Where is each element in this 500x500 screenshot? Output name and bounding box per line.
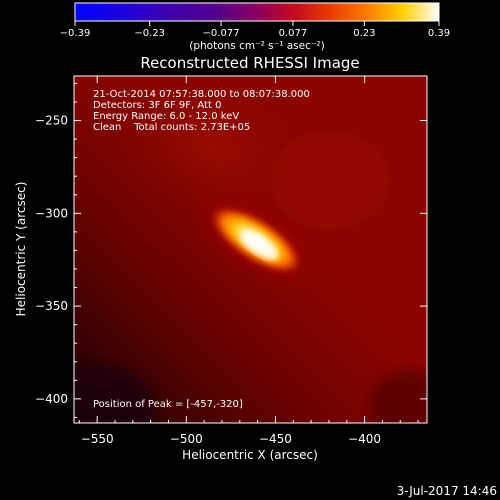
colorbar-tick-label: 0.077 <box>279 28 308 39</box>
info-clean: Clean Total counts: 2.73E+05 <box>93 122 250 133</box>
peak-position-label: Position of Peak = [-457,-320] <box>93 399 243 410</box>
colorbar-tick-label: −0.39 <box>60 28 91 39</box>
colorbar-tick-label: −0.077 <box>203 28 240 39</box>
colorbar-tick-label: 0.23 <box>353 28 375 39</box>
x-axis-label: Heliocentric X (arcsec) <box>182 448 318 462</box>
colorbar-tick-label: −0.23 <box>134 28 165 39</box>
y-tick-label: −300 <box>35 206 68 220</box>
y-tick-label: −400 <box>35 392 68 406</box>
footer-date: 3-Jul-2017 14:46 <box>397 484 497 498</box>
x-tick-label: −500 <box>170 432 203 446</box>
info-energy: Energy Range: 6.0 - 12.0 keV <box>93 111 239 122</box>
info-time: 21-Oct-2014 07:57:38.000 to 08:07:38.000 <box>93 89 310 100</box>
colorbar-gradient <box>75 3 439 21</box>
colorbar-tick-label: 0.39 <box>428 28 450 39</box>
colorbar-ticks: −0.39 −0.23 −0.077 0.077 0.23 0.39 <box>60 21 450 39</box>
y-tick-label: −250 <box>35 114 68 128</box>
dark-patch-lower-right <box>370 370 450 440</box>
y-axis-label: Heliocentric Y (arcsec) <box>14 182 28 317</box>
x-tick-label: −450 <box>259 432 292 446</box>
info-detectors: Detectors: 3F 6F 9F, Att 0 <box>93 100 221 111</box>
x-tick-label: −400 <box>348 432 381 446</box>
x-tick-label: −550 <box>81 432 114 446</box>
colorbar: −0.39 −0.23 −0.077 0.077 0.23 0.39 (photons c… <box>60 3 450 52</box>
y-tick-label: −350 <box>35 299 68 313</box>
chart-title: Reconstructed RHESSI Image <box>140 54 359 72</box>
colorbar-units: (photons cm⁻² s⁻¹ asec⁻²) <box>189 40 324 52</box>
